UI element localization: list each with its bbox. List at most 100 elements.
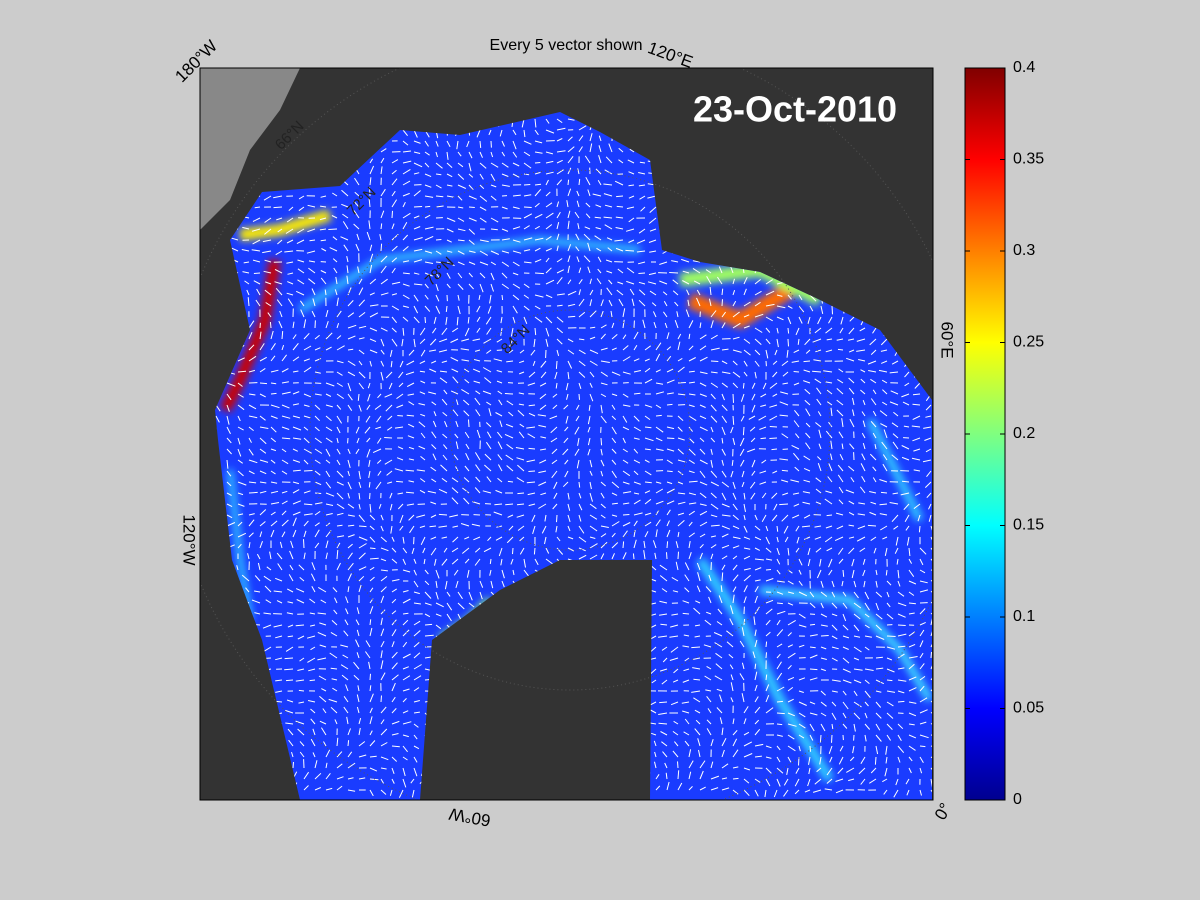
vector xyxy=(842,712,847,719)
vector xyxy=(764,789,767,798)
vector xyxy=(446,228,454,233)
vector xyxy=(411,547,415,554)
vector xyxy=(556,316,564,323)
vector xyxy=(677,520,685,527)
vector xyxy=(441,327,448,336)
vector xyxy=(666,470,673,473)
vector xyxy=(391,745,400,748)
vector xyxy=(875,613,883,620)
vector xyxy=(919,789,922,796)
vector xyxy=(390,360,393,368)
vector xyxy=(369,576,375,582)
vector xyxy=(875,667,884,670)
vector xyxy=(310,718,316,725)
vector xyxy=(281,354,288,362)
vector xyxy=(430,501,437,505)
vector xyxy=(743,618,746,626)
vector xyxy=(307,228,316,233)
vector xyxy=(391,327,397,333)
vector xyxy=(825,327,833,334)
vector xyxy=(430,547,437,556)
vector xyxy=(803,369,811,373)
vector xyxy=(464,327,470,337)
vector xyxy=(325,552,328,560)
vector xyxy=(320,277,327,285)
vector xyxy=(677,415,684,421)
vector xyxy=(578,267,582,274)
vector xyxy=(589,492,593,502)
vector xyxy=(850,477,855,483)
vector xyxy=(783,525,789,534)
vector xyxy=(849,418,855,428)
vector xyxy=(776,327,779,334)
vector xyxy=(321,688,327,692)
map-frame xyxy=(199,67,934,801)
vector xyxy=(721,348,729,351)
vector xyxy=(908,569,915,577)
vector xyxy=(787,664,792,670)
vector xyxy=(534,237,544,241)
vector xyxy=(312,728,316,736)
vector xyxy=(754,567,762,571)
vector xyxy=(578,503,583,511)
vector xyxy=(353,200,360,208)
vector xyxy=(688,320,694,329)
vector xyxy=(930,640,932,648)
vector xyxy=(714,642,723,648)
vector xyxy=(809,591,815,598)
vector xyxy=(827,401,833,406)
colorbar-tick-label: 0.25 xyxy=(1013,334,1044,351)
vector xyxy=(808,756,811,765)
vector xyxy=(380,728,388,736)
vector xyxy=(242,271,250,274)
vector xyxy=(663,301,668,307)
vector xyxy=(358,552,366,560)
vector xyxy=(311,288,316,296)
vector xyxy=(875,580,878,588)
vector xyxy=(325,522,331,527)
vector xyxy=(402,150,412,153)
speed-streak xyxy=(298,236,641,313)
vector xyxy=(402,221,408,230)
vector xyxy=(402,710,409,714)
longitude-label: 60°E xyxy=(938,321,957,358)
vector xyxy=(532,525,536,535)
vector xyxy=(507,480,514,483)
vector xyxy=(391,547,397,553)
vector xyxy=(347,492,350,499)
vector xyxy=(769,404,778,408)
vector xyxy=(413,237,423,241)
vector xyxy=(875,679,885,685)
vector xyxy=(545,327,550,337)
vector xyxy=(402,234,409,241)
vector xyxy=(885,756,888,764)
vector xyxy=(420,432,426,439)
vector xyxy=(693,607,701,615)
vector xyxy=(336,459,341,466)
vector xyxy=(856,338,866,342)
vector xyxy=(406,382,415,388)
vector xyxy=(853,580,857,588)
vector xyxy=(677,437,685,441)
vector xyxy=(891,422,899,428)
vector xyxy=(523,173,530,176)
vector xyxy=(805,349,811,354)
vector xyxy=(435,272,440,279)
vector xyxy=(688,771,692,780)
vector xyxy=(567,338,574,343)
vector xyxy=(732,503,738,511)
vector xyxy=(369,587,374,593)
vector xyxy=(287,272,294,275)
vector xyxy=(578,371,586,378)
vector xyxy=(457,261,465,266)
vector xyxy=(446,151,449,160)
vector xyxy=(809,294,817,302)
vector xyxy=(435,569,440,579)
vector xyxy=(849,316,855,322)
vector xyxy=(743,338,751,344)
vector xyxy=(307,204,316,208)
vector xyxy=(281,490,288,494)
vector xyxy=(805,408,811,417)
vector xyxy=(786,767,789,775)
longitude-label: 0° xyxy=(931,800,956,824)
